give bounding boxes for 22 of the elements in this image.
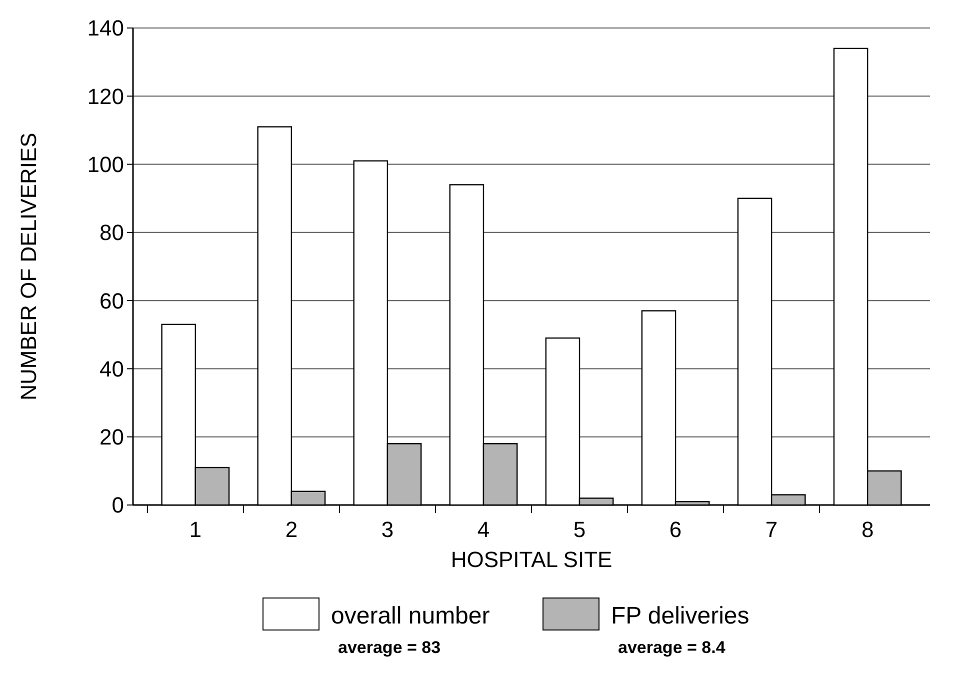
y-tick-label: 0	[112, 492, 124, 518]
x-tick-label: 4	[477, 517, 490, 542]
text: average = 8.4	[618, 638, 726, 657]
x-axis-title: HOSPITAL SITE	[450, 547, 612, 572]
x-tick-label: 8	[861, 517, 874, 542]
x-tick-label: 3	[381, 517, 394, 542]
y-tick-label: 20	[100, 424, 124, 450]
legend-label: overall number	[331, 602, 490, 630]
y-tick-label: 100	[87, 152, 124, 177]
y-tick-label: 140	[87, 16, 124, 41]
y-axis-title: NUMBER OF DELIVERIES	[16, 132, 41, 400]
y-tick-label: 40	[100, 356, 124, 382]
legend-label: FP deliveries	[611, 602, 750, 630]
x-tick-label: 6	[669, 517, 682, 542]
y-tick-label: 80	[100, 220, 124, 246]
y-tick-label: 60	[100, 288, 124, 314]
text: average = 83	[338, 638, 441, 657]
x-tick-label: 7	[765, 517, 778, 542]
x-tick-label: 2	[285, 517, 298, 542]
x-tick-label: 5	[573, 517, 586, 542]
y-tick-label: 120	[87, 84, 124, 109]
x-tick-label: 1	[189, 517, 202, 542]
